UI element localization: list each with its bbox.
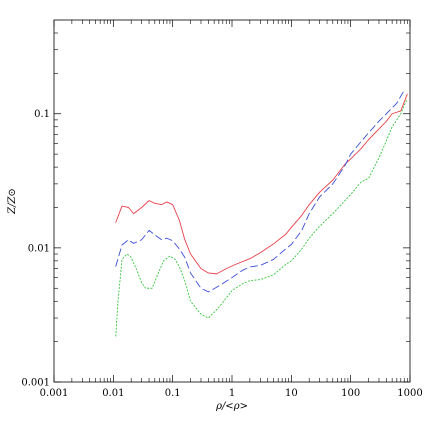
y-tick-label: 0.01 xyxy=(28,243,50,254)
x-axis-label-text: ρ/<ρ> xyxy=(215,401,248,412)
series-line-solid xyxy=(115,93,408,275)
y-tick-labels: 0.001 0.01 0.1 xyxy=(21,109,50,388)
x-tick-label: 0.1 xyxy=(165,388,181,399)
series-line-dotted xyxy=(115,98,408,337)
x-tick-labels: 0.001 0.01 0.1 1 10 100 1000 xyxy=(40,388,423,399)
plot-area-border xyxy=(53,19,411,383)
plot-frame xyxy=(53,19,411,383)
series-layer xyxy=(115,89,408,337)
major-ticks xyxy=(53,20,411,383)
x-tick-label: 0.001 xyxy=(40,388,69,399)
y-axis-label-text: Z/Z⊙ xyxy=(7,188,18,215)
x-tick-label: 100 xyxy=(341,388,360,399)
x-tick-label: 10 xyxy=(285,388,298,399)
x-axis-label: ρ/<ρ> xyxy=(215,401,248,412)
x-tick-label: 0.01 xyxy=(102,388,124,399)
y-tick-label: 0.001 xyxy=(21,378,50,389)
y-axis-label: Z/Z⊙ xyxy=(7,188,18,215)
series-line-dashed xyxy=(115,89,405,293)
x-tick-label: 1 xyxy=(229,388,235,399)
minor-ticks xyxy=(54,20,410,382)
x-tick-label: 1000 xyxy=(397,388,422,399)
y-tick-label: 0.1 xyxy=(34,109,50,120)
